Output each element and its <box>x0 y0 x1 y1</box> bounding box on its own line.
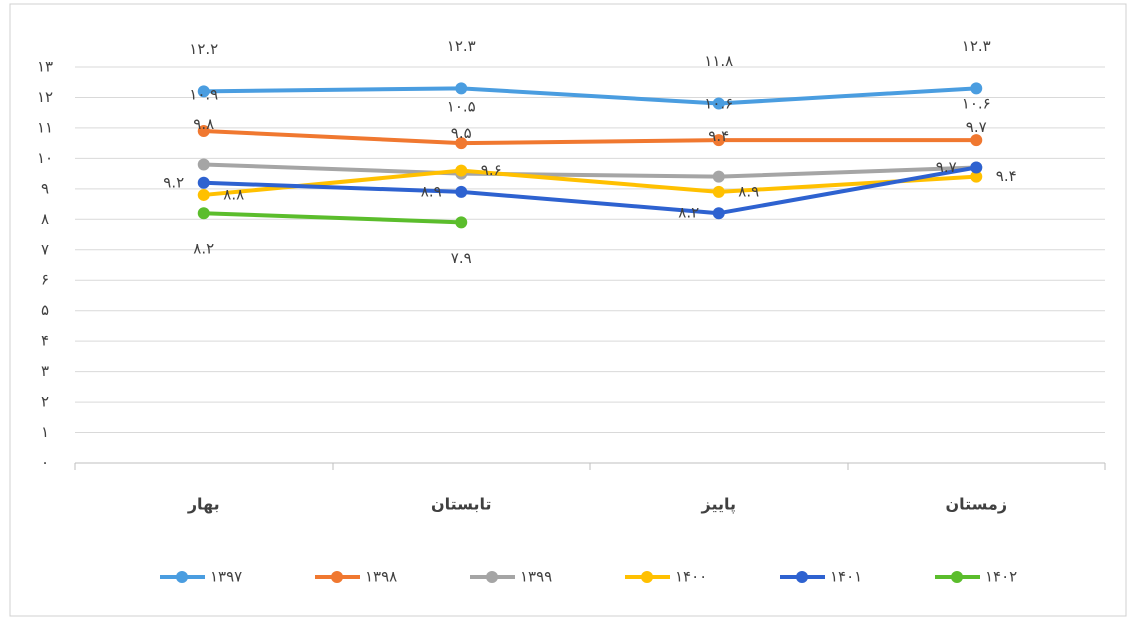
marker <box>712 97 725 110</box>
data-label: ۸.۲ <box>678 204 699 222</box>
y-tick-label: ۷ <box>41 240 49 258</box>
category-ticks <box>74 463 1106 470</box>
marker <box>455 164 468 177</box>
data-label: ۹.۶ <box>481 161 502 179</box>
y-tick-label: ۸ <box>41 210 49 228</box>
x-tick-label: تابستان <box>431 495 492 514</box>
marker <box>197 207 210 220</box>
chart-border <box>9 3 1127 617</box>
y-tick-label: ۱ <box>41 423 49 441</box>
legend-marker <box>641 571 653 583</box>
data-label: ۱۲.۳ <box>447 37 476 55</box>
marker <box>970 82 983 95</box>
marker <box>970 161 983 174</box>
marker <box>197 124 210 137</box>
series-line <box>203 211 462 225</box>
y-tick-label: ۶ <box>41 271 49 289</box>
data-label: ۸.۲ <box>193 240 214 258</box>
y-tick-label: ۱۱ <box>37 118 53 136</box>
legend-label: ۱۳۹۹ <box>520 568 552 586</box>
series-line <box>203 165 977 216</box>
marker <box>455 216 468 229</box>
marker <box>970 134 983 147</box>
marker <box>712 185 725 198</box>
marker <box>197 176 210 189</box>
marker <box>197 85 210 98</box>
marker <box>455 185 468 198</box>
data-label: ۹.۷ <box>966 118 987 136</box>
y-tick-label: ۱۰ <box>37 149 53 167</box>
y-tick-label: ۴ <box>41 332 49 350</box>
data-label: ۹.۵ <box>451 124 472 142</box>
data-label: ۸.۸ <box>223 185 244 203</box>
data-label: ۹.۴ <box>996 167 1017 185</box>
data-label: ۱۲.۳ <box>962 37 991 55</box>
data-label: ۱۰.۶ <box>704 95 733 113</box>
x-tick-label: پاییز <box>700 495 736 515</box>
legend-marker <box>176 571 188 583</box>
data-label: ۸.۹ <box>421 182 442 200</box>
y-tick-label: ۹ <box>41 179 49 197</box>
marker <box>712 207 725 220</box>
y-tick-label: ۱۲ <box>37 88 53 106</box>
data-label: ۱۰.۶ <box>962 95 991 113</box>
x-tick-label: زمستان <box>945 495 1007 514</box>
data-label: ۱۲.۲ <box>189 40 218 58</box>
marker <box>197 158 210 171</box>
legend-marker <box>951 571 963 583</box>
marker <box>455 137 468 150</box>
legend-label: ۱۳۹۷ <box>210 568 242 586</box>
data-label: ۱۰.۹ <box>189 85 218 103</box>
legend-marker <box>796 571 808 583</box>
y-tick-label: ۰ <box>41 454 49 472</box>
data-label: ۸.۹ <box>738 182 759 200</box>
marker <box>970 170 983 183</box>
data-label: ۹.۴ <box>708 127 729 145</box>
series-line <box>203 128 977 146</box>
y-tick-label: ۳ <box>41 362 49 380</box>
legend-marker <box>331 571 343 583</box>
marker <box>455 82 468 95</box>
series-line <box>203 168 977 197</box>
marker <box>712 134 725 147</box>
data-label: ۹.۸ <box>193 115 214 133</box>
data-label: ۹.۲ <box>163 173 184 191</box>
marker <box>712 170 725 183</box>
y-tick-label: ۲ <box>41 393 49 411</box>
y-tick-label: ۵ <box>41 301 49 319</box>
series-line <box>203 86 977 106</box>
legend-label: ۱۳۹۸ <box>365 568 397 586</box>
legend-marker <box>486 571 498 583</box>
x-tick-label: بهار <box>187 495 220 514</box>
data-label: ۱۱.۸ <box>704 52 733 70</box>
data-label: ۷.۹ <box>451 249 472 267</box>
legend-label: ۱۴۰۲ <box>985 568 1017 586</box>
series-line <box>203 162 977 179</box>
y-tick-label: ۱۳ <box>37 58 53 76</box>
data-label: ۱۰.۵ <box>447 98 476 116</box>
marker <box>197 188 210 201</box>
data-label: ۹.۷ <box>936 158 957 176</box>
legend-label: ۱۴۰۰ <box>675 568 707 586</box>
legend-label: ۱۴۰۱ <box>830 568 862 586</box>
